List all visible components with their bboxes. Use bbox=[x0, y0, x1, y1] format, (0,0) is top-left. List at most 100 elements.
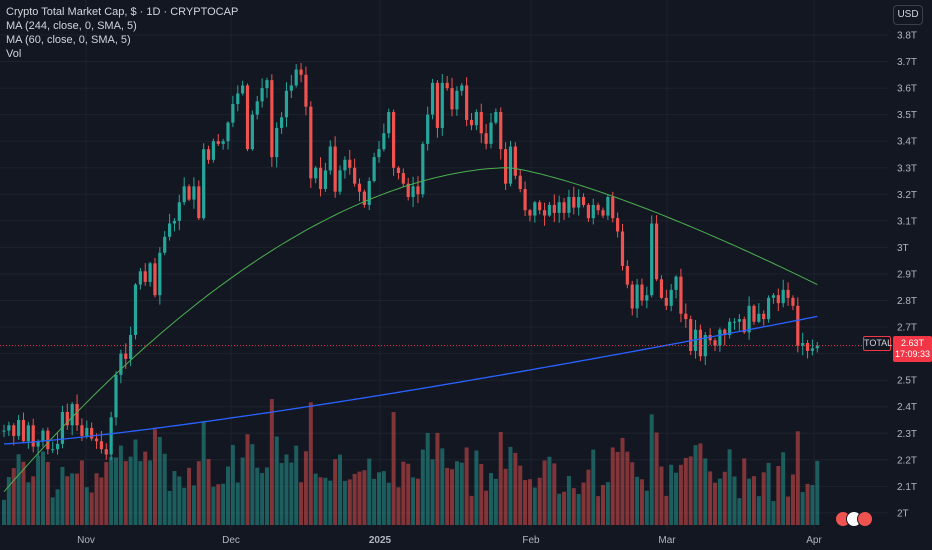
volume-bar bbox=[440, 448, 445, 525]
candle-body bbox=[805, 342, 810, 351]
volume-bar bbox=[576, 493, 581, 525]
volume-bar bbox=[615, 451, 620, 525]
candle-body bbox=[504, 149, 508, 184]
candle-body bbox=[601, 210, 605, 216]
volume-bar bbox=[303, 451, 308, 525]
candle-body bbox=[221, 141, 225, 144]
candle-body bbox=[664, 297, 668, 306]
volume-bar bbox=[566, 475, 571, 525]
volume-legend[interactable]: Vol bbox=[6, 48, 22, 60]
volume-bar bbox=[479, 463, 484, 525]
volume-bar bbox=[26, 482, 31, 525]
volume-bar bbox=[732, 476, 737, 525]
volume-bar bbox=[674, 472, 679, 525]
candle-body bbox=[723, 329, 727, 336]
candle-body bbox=[187, 186, 191, 200]
volume-bar bbox=[513, 452, 518, 525]
volume-bar bbox=[649, 414, 654, 525]
candle-body bbox=[279, 117, 284, 128]
symbol-title[interactable]: Crypto Total Market Cap, $ · 1D · CRYPTO… bbox=[6, 6, 239, 18]
x-tick-label: Dec bbox=[222, 535, 240, 546]
x-tick-label: Nov bbox=[77, 535, 95, 546]
candle-body bbox=[411, 186, 415, 197]
volume-bar bbox=[2, 499, 6, 525]
volume-bar bbox=[644, 490, 649, 525]
candle-body bbox=[567, 196, 571, 213]
volume-bar bbox=[654, 432, 659, 525]
candle-body bbox=[41, 430, 45, 442]
time-axis[interactable]: Nov Dec 2025 Feb Mar Apr bbox=[77, 535, 822, 546]
candle-body bbox=[460, 85, 464, 91]
candle-body bbox=[547, 204, 552, 216]
candle-body bbox=[781, 289, 785, 304]
y-tick-label: 3.2T bbox=[897, 190, 917, 201]
y-tick-label: 2.8T bbox=[897, 296, 917, 307]
volume-bar bbox=[411, 477, 416, 525]
candle-body bbox=[679, 276, 683, 314]
volume-bar bbox=[795, 431, 800, 525]
volume-bar bbox=[527, 479, 532, 525]
event-badge-icon-3[interactable] bbox=[857, 511, 873, 527]
volume-bar bbox=[352, 473, 357, 525]
candle-body bbox=[177, 202, 181, 221]
candle-body bbox=[674, 276, 678, 290]
volume-bar bbox=[65, 476, 70, 525]
candle-body bbox=[46, 430, 50, 450]
volume-bar bbox=[191, 485, 196, 525]
ma244-legend[interactable]: MA (244, close, 0, SMA, 5) bbox=[6, 20, 137, 32]
volume-bar bbox=[114, 457, 119, 525]
volume-bar bbox=[464, 447, 469, 525]
volume-bar bbox=[206, 459, 211, 525]
candle-body bbox=[684, 313, 688, 320]
volume-bar bbox=[357, 471, 362, 525]
ma60-legend[interactable]: MA (60, close, 0, SMA, 5) bbox=[6, 34, 131, 46]
candle-body bbox=[645, 295, 649, 301]
candle-body bbox=[552, 204, 556, 213]
volume-bar bbox=[703, 458, 708, 525]
currency-button[interactable]: USD bbox=[893, 5, 923, 25]
volume-bar bbox=[333, 459, 338, 525]
candle-body bbox=[241, 85, 245, 94]
volume-bar bbox=[635, 476, 640, 525]
candle-body bbox=[143, 271, 147, 282]
volume-bar bbox=[143, 451, 148, 525]
volume-bar bbox=[75, 473, 80, 525]
candle-body bbox=[440, 82, 444, 128]
candle-body bbox=[776, 295, 780, 304]
candle-body bbox=[469, 119, 474, 126]
volume-bar bbox=[148, 460, 153, 525]
candle-body bbox=[455, 90, 459, 110]
ma244-line bbox=[3, 315, 818, 445]
candle-body bbox=[791, 297, 795, 306]
volume-bar bbox=[269, 399, 274, 525]
volume-bar bbox=[60, 466, 65, 525]
candle-body bbox=[299, 69, 303, 75]
volume-bar bbox=[342, 480, 347, 525]
volume-bar bbox=[786, 496, 791, 525]
candle-body bbox=[51, 449, 55, 451]
candle-body bbox=[382, 133, 386, 150]
candle-body bbox=[129, 335, 133, 359]
candle-body bbox=[489, 122, 493, 144]
candlestick-series bbox=[2, 63, 819, 460]
y-tick-label: 2.2T bbox=[897, 455, 917, 466]
candle-body bbox=[226, 122, 230, 142]
volume-bar bbox=[152, 429, 157, 525]
volume-bar bbox=[138, 461, 143, 525]
candle-body bbox=[197, 186, 201, 219]
volume-bar bbox=[45, 462, 50, 525]
candle-body bbox=[109, 417, 113, 455]
volume-bar bbox=[157, 436, 162, 525]
volume-bar bbox=[664, 495, 669, 525]
volume-bar bbox=[79, 460, 84, 525]
volume-bar bbox=[790, 474, 795, 525]
volume-bar bbox=[284, 454, 289, 525]
volume-bar bbox=[425, 432, 430, 525]
volume-bar bbox=[240, 457, 245, 525]
candle-body bbox=[318, 167, 323, 189]
candle-body bbox=[138, 271, 142, 285]
volume-bar bbox=[620, 437, 625, 525]
price-axis[interactable]: 3.8T 3.7T 3.6T 3.5T 3.4T 3.3T 3.2T 3.1T 3T 2.9T 2.… bbox=[897, 31, 917, 520]
volume-bar bbox=[172, 471, 177, 525]
